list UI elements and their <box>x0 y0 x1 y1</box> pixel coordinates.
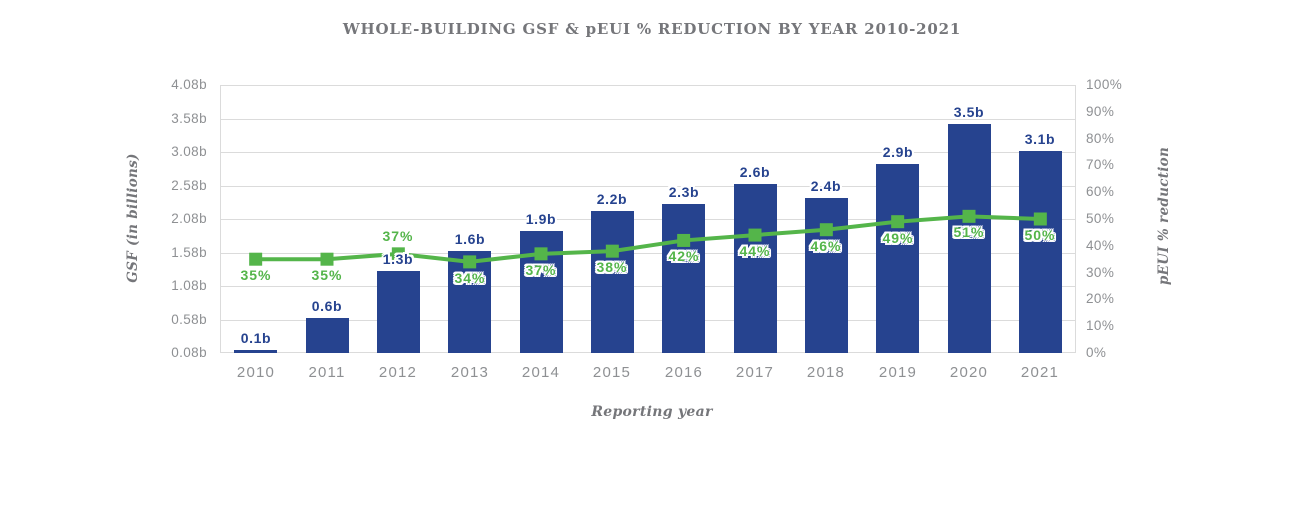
bar-value-label: 2.2b <box>596 191 628 207</box>
x-tick-year: 2019 <box>878 364 918 381</box>
x-tick-year: 2013 <box>450 364 490 381</box>
line-value-label: 44% <box>739 243 771 259</box>
plot-border-left <box>220 85 221 353</box>
line-value-label: 46% <box>810 238 842 254</box>
gridline <box>220 85 1076 86</box>
line-value-label: 38% <box>596 259 628 275</box>
line-marker <box>605 244 619 258</box>
y-tick-right: 50% <box>1086 211 1115 226</box>
y-tick-right: 60% <box>1086 184 1115 199</box>
bar-value-label: 1.9b <box>525 211 557 227</box>
line-path <box>255 214 1041 264</box>
bar-value-label: 0.6b <box>311 298 343 314</box>
line-value-label: 35% <box>311 267 343 283</box>
line-marker <box>249 252 263 266</box>
line-series <box>249 209 1047 269</box>
x-tick-year: 2012 <box>378 364 418 381</box>
gridline <box>220 286 1076 287</box>
bar-value-label: 2.6b <box>739 164 771 180</box>
x-tick-year: 2014 <box>521 364 561 381</box>
gridline <box>220 152 1076 153</box>
y-tick-left: 3.08b <box>171 144 207 159</box>
gridline <box>220 119 1076 120</box>
y-tick-left: 1.58b <box>171 245 207 260</box>
bar <box>306 318 349 353</box>
y-tick-right: 20% <box>1086 291 1115 306</box>
y-tick-left: 3.58b <box>171 111 207 126</box>
gridline <box>220 320 1076 321</box>
y-tick-right: 80% <box>1086 131 1115 146</box>
bar-value-label: 2.9b <box>882 144 914 160</box>
plot-area: 0.1b 0.6b 1.3b 1.6b 1.9b 2.2b 2.3b 2.6b 2.4b 2.9b… <box>220 85 1076 353</box>
y-tick-left: 2.58b <box>171 178 207 193</box>
y-tick-right: 30% <box>1086 265 1115 280</box>
x-tick-year: 2011 <box>308 364 346 381</box>
line-value-label: 50% <box>1024 227 1056 243</box>
bar-value-label: 3.5b <box>953 104 985 120</box>
bar <box>377 271 420 353</box>
line-marker <box>391 247 405 261</box>
x-tick-year: 2015 <box>592 364 632 381</box>
bar <box>662 204 705 353</box>
bar-value-label: 1.3b <box>382 251 414 267</box>
line-value-label: 51% <box>953 224 985 240</box>
y-tick-right: 40% <box>1086 238 1115 253</box>
y-tick-right: 100% <box>1086 77 1123 92</box>
chart-title: WHOLE-BUILDING GSF & pEUI % REDUCTION BY… <box>342 20 962 38</box>
line-value-label: 34% <box>454 270 486 286</box>
bar <box>734 184 777 353</box>
line-marker <box>1033 212 1047 226</box>
bar <box>234 350 277 353</box>
plot-border-right <box>1075 85 1076 353</box>
y-tick-left: 1.08b <box>171 278 207 293</box>
y-tick-right: 0% <box>1086 345 1107 360</box>
y-tick-right: 90% <box>1086 104 1115 119</box>
bar <box>948 124 991 353</box>
line-value-label: 35% <box>240 267 272 283</box>
y-tick-left: 0.58b <box>171 312 207 327</box>
line-marker <box>534 247 548 261</box>
gridline <box>220 253 1076 254</box>
bar-value-label: 2.3b <box>668 184 700 200</box>
x-tick-year: 2018 <box>806 364 846 381</box>
line-value-label: 49% <box>882 230 914 246</box>
x-tick-year: 2020 <box>949 364 989 381</box>
x-tick-year: 2010 <box>236 364 276 381</box>
line-value-label: 42% <box>668 248 700 264</box>
line-marker <box>320 252 334 266</box>
gridline <box>220 186 1076 187</box>
line-marker <box>748 228 762 242</box>
line-marker <box>962 209 976 223</box>
y-tick-right: 70% <box>1086 157 1115 172</box>
bar <box>876 164 919 353</box>
y-tick-left: 4.08b <box>171 77 207 92</box>
bar <box>1019 151 1062 353</box>
bar <box>591 211 634 353</box>
x-tick-year: 2016 <box>664 364 704 381</box>
bar-value-label: 0.1b <box>240 330 272 346</box>
bar-value-label: 1.6b <box>454 231 486 247</box>
line-marker <box>819 223 833 237</box>
line-marker <box>677 233 691 247</box>
y-tick-left: 0.08b <box>171 345 207 360</box>
x-axis-title: Reporting year <box>591 404 713 420</box>
y-tick-left: 2.08b <box>171 211 207 226</box>
gridline <box>220 352 1076 353</box>
bar-value-label: 3.1b <box>1024 131 1056 147</box>
y-tick-right: 10% <box>1086 318 1115 333</box>
line-value-label: 37% <box>382 228 414 244</box>
gridline <box>220 219 1076 220</box>
x-tick-year: 2017 <box>735 364 775 381</box>
line-marker <box>463 255 477 269</box>
x-tick-year: 2021 <box>1020 364 1060 381</box>
line-marker <box>891 215 905 229</box>
line-value-label: 37% <box>525 262 557 278</box>
bar-value-label: 2.4b <box>810 178 842 194</box>
